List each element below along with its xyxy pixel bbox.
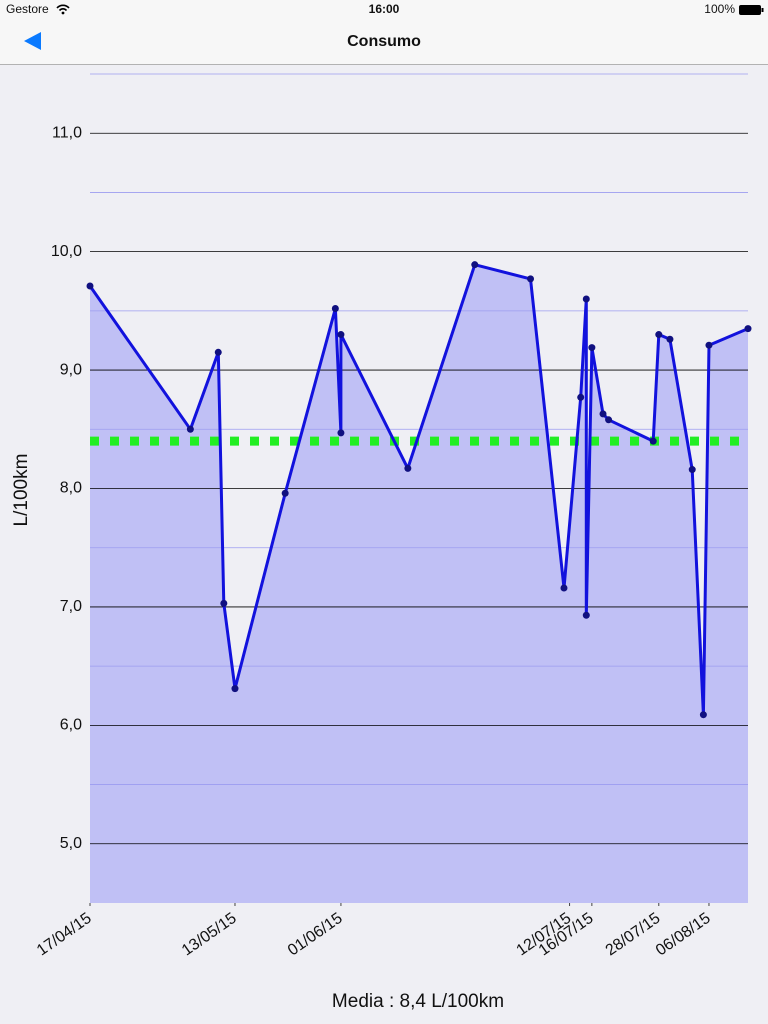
point bbox=[582, 295, 590, 303]
x-tick-label: 01/06/15 bbox=[285, 910, 346, 960]
point bbox=[337, 331, 345, 339]
point bbox=[471, 261, 479, 269]
y-tick-label: 5,0 bbox=[60, 835, 82, 852]
battery-tip bbox=[761, 8, 764, 12]
point bbox=[582, 611, 590, 619]
wifi-dot bbox=[61, 11, 65, 15]
point bbox=[649, 437, 657, 445]
point bbox=[744, 325, 752, 333]
battery-icon bbox=[739, 5, 761, 15]
wifi-icon bbox=[56, 4, 70, 12]
point bbox=[577, 393, 585, 401]
carrier: Gestore bbox=[6, 2, 49, 16]
point bbox=[699, 711, 707, 719]
y-axis-label: L/100km bbox=[11, 454, 32, 527]
point bbox=[666, 335, 674, 343]
point bbox=[337, 429, 345, 437]
point bbox=[527, 275, 535, 283]
nav-title: Consumo bbox=[347, 33, 421, 50]
point bbox=[214, 348, 222, 356]
average-caption: Media : 8,4 L/100km bbox=[332, 991, 504, 1012]
point bbox=[705, 341, 713, 349]
point bbox=[404, 464, 412, 472]
top-bar bbox=[0, 0, 768, 64]
clock: 16:00 bbox=[369, 2, 400, 16]
area bbox=[90, 264, 748, 903]
point bbox=[186, 425, 194, 433]
point bbox=[560, 584, 568, 592]
point bbox=[231, 685, 239, 693]
y-tick-label: 8,0 bbox=[60, 480, 82, 497]
back-button[interactable] bbox=[24, 32, 41, 50]
y-tick-label: 10,0 bbox=[51, 243, 82, 260]
battery-text: 100% bbox=[704, 2, 735, 16]
y-tick-label: 11,0 bbox=[52, 124, 82, 141]
y-tick-label: 9,0 bbox=[60, 361, 82, 378]
x-tick-label: 13/05/15 bbox=[179, 910, 240, 960]
y-tick-label: 7,0 bbox=[60, 598, 82, 615]
point bbox=[655, 331, 663, 339]
x-tick-label: 28/07/15 bbox=[603, 910, 664, 960]
point bbox=[688, 466, 696, 474]
point bbox=[86, 282, 94, 290]
point bbox=[599, 410, 607, 418]
y-tick-label: 6,0 bbox=[60, 717, 82, 734]
point bbox=[220, 599, 228, 607]
x-tick-label: 17/04/15 bbox=[34, 910, 95, 960]
point bbox=[588, 344, 596, 352]
point bbox=[281, 489, 289, 497]
x-tick-label: 06/08/15 bbox=[653, 910, 714, 960]
point bbox=[331, 304, 339, 312]
point bbox=[605, 416, 613, 424]
